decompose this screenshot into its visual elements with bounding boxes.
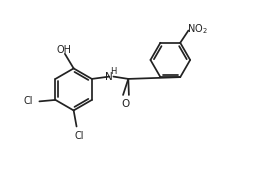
Text: Cl: Cl bbox=[23, 96, 33, 106]
Text: OH: OH bbox=[57, 45, 72, 55]
Text: O: O bbox=[122, 99, 130, 109]
Text: NO$_2$: NO$_2$ bbox=[187, 22, 208, 36]
Text: Cl: Cl bbox=[75, 131, 84, 140]
Text: H: H bbox=[111, 67, 117, 76]
Text: N: N bbox=[106, 72, 113, 82]
